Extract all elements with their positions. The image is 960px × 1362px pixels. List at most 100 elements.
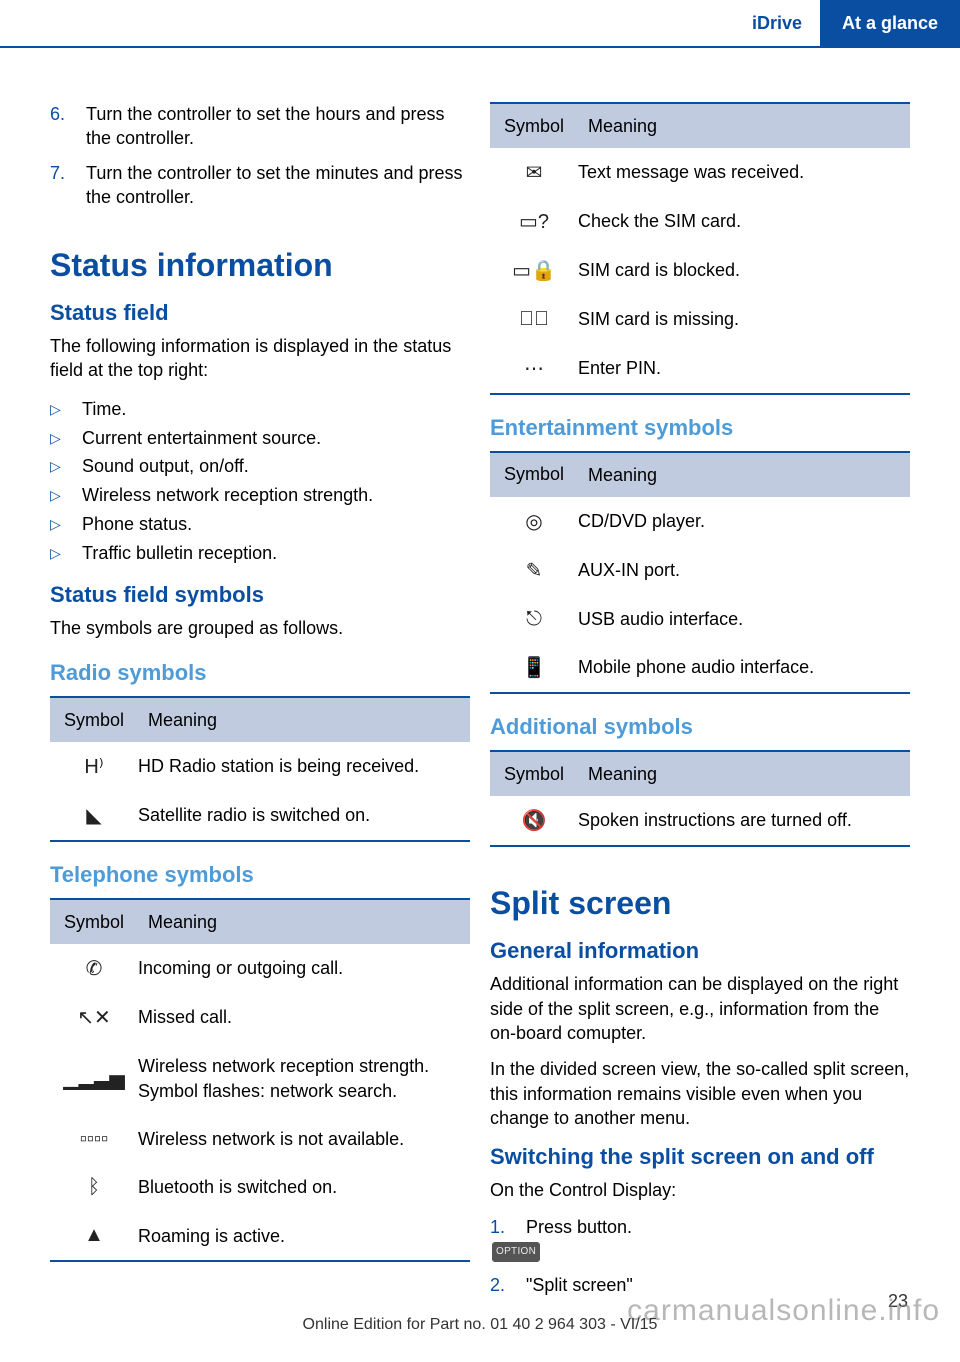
status-field-intro: The following information is displayed i… — [50, 334, 470, 383]
col-symbol: Symbol — [50, 698, 138, 742]
list-item: 1. OPTION Press button. — [490, 1215, 910, 1264]
bullet-marker-icon: ▷ — [50, 510, 82, 539]
table-row: ◣ Satellite radio is switched on. — [50, 791, 470, 840]
table-row: ▭⃠ SIM card is missing. — [490, 295, 910, 343]
bluetooth-icon: ᛒ — [50, 1163, 138, 1211]
meaning-text: Check the SIM card. — [578, 197, 910, 246]
radio-symbols-table: Symbol Meaning H⁾ HD Radio station is be… — [50, 696, 470, 842]
table-row: ✆ Incoming or outgoing call. — [50, 944, 470, 993]
list-text: Turn the controller to set the hours and… — [86, 102, 470, 151]
footer-text: Online Edition for Part no. 01 40 2 964 … — [0, 1316, 960, 1334]
meaning-text: CD/DVD player. — [578, 497, 910, 546]
heading-additional-symbols: Additional symbols — [490, 714, 910, 740]
bullet-item: ▷Current entertainment source. — [50, 424, 470, 453]
bullet-marker-icon: ▷ — [50, 424, 82, 453]
mute-icon: 🔇 — [490, 796, 578, 845]
list-number: 7. — [50, 161, 86, 210]
table-header: Symbol Meaning — [50, 900, 470, 944]
meaning-text: Enter PIN. — [578, 344, 910, 393]
symbols-intro: The symbols are grouped as follows. — [50, 616, 470, 640]
bullet-text: Current entertainment source. — [82, 424, 321, 453]
usb-icon: ⎋ — [490, 595, 578, 643]
header-idrive: iDrive — [734, 0, 820, 46]
bullet-text: Wireless network reception strength. — [82, 481, 373, 510]
meaning-text: SIM card is missing. — [578, 295, 910, 343]
meaning-text: Bluetooth is switched on. — [138, 1163, 470, 1211]
signal-icon: ▁▂▃▅ — [50, 1042, 138, 1115]
list-item: 6. Turn the controller to set the hours … — [50, 102, 470, 151]
missed-call-icon: ↖✕ — [50, 993, 138, 1042]
table-row: ✎ AUX-IN port. — [490, 546, 910, 595]
col-symbol: Symbol — [490, 104, 578, 148]
status-field-bullets: ▷Time. ▷Current entertainment source. ▷S… — [50, 395, 470, 568]
heading-split-screen: Split screen — [490, 885, 910, 922]
table-row: H⁾ HD Radio station is being received. — [50, 742, 470, 791]
check-sim-icon: ▭? — [490, 197, 578, 246]
heading-switching-split-screen: Switching the split screen on and off — [490, 1144, 910, 1170]
table-row: ◎ CD/DVD player. — [490, 497, 910, 546]
meaning-text: Spoken instructions are turned off. — [578, 796, 910, 845]
table-row: ▭? Check the SIM card. — [490, 197, 910, 246]
bullet-item: ▷Traffic bulletin reception. — [50, 539, 470, 568]
bullet-marker-icon: ▷ — [50, 452, 82, 481]
meaning-text: Roaming is active. — [138, 1212, 470, 1260]
col-meaning: Meaning — [578, 453, 910, 497]
heading-radio-symbols: Radio symbols — [50, 660, 470, 686]
col-meaning: Meaning — [578, 104, 910, 148]
additional-symbols-table: Symbol Meaning 🔇 Spoken instructions are… — [490, 750, 910, 847]
meaning-text: Text message was received. — [578, 148, 910, 197]
right-column: Symbol Meaning ✉ Text message was receiv… — [490, 88, 910, 1307]
meaning-text: Satellite radio is switched on. — [138, 791, 470, 840]
table-row: ▫▫▫▫ Wireless network is not available. — [50, 1115, 470, 1163]
roaming-icon: ▲ — [50, 1212, 138, 1260]
heading-general-information: General information — [490, 938, 910, 964]
call-icon: ✆ — [50, 944, 138, 993]
sim-missing-icon: ▭⃠ — [490, 295, 578, 343]
message-icon: ✉ — [490, 148, 578, 197]
enter-pin-icon: ⋯ — [490, 344, 578, 393]
list-text: Turn the controller to set the minutes a… — [86, 161, 470, 210]
heading-entertainment-symbols: Entertainment symbols — [490, 415, 910, 441]
list-item: 7. Turn the controller to set the minute… — [50, 161, 470, 210]
bullet-item: ▷Sound output, on/off. — [50, 452, 470, 481]
list-number: 1. OPTION — [490, 1215, 526, 1264]
table-row: 🔇 Spoken instructions are turned off. — [490, 796, 910, 845]
table-header: Symbol Meaning — [490, 453, 910, 497]
telephone-symbols-table-cont: Symbol Meaning ✉ Text message was receiv… — [490, 102, 910, 395]
sim-blocked-icon: ▭🔒 — [490, 246, 578, 295]
meaning-text: Missed call. — [138, 993, 470, 1042]
split-p1: Additional information can be displayed … — [490, 972, 910, 1045]
hd-radio-icon: H⁾ — [50, 742, 138, 791]
meaning-text: Wireless network is not available. — [138, 1115, 470, 1163]
page-header: iDrive At a glance — [0, 0, 960, 48]
table-row: ᛒ Bluetooth is switched on. — [50, 1163, 470, 1211]
meaning-text: Mobile phone audio interface. — [578, 643, 910, 692]
col-symbol: Symbol — [490, 453, 578, 497]
cd-dvd-icon: ◎ — [490, 497, 578, 546]
col-symbol: Symbol — [50, 900, 138, 944]
bullet-marker-icon: ▷ — [50, 539, 82, 568]
list-text: Press button. — [526, 1215, 910, 1264]
heading-telephone-symbols: Telephone symbols — [50, 862, 470, 888]
split-p3: On the Control Display: — [490, 1178, 910, 1202]
meaning-text: SIM card is blocked. — [578, 246, 910, 295]
table-header: Symbol Meaning — [50, 698, 470, 742]
table-row: ✉ Text message was received. — [490, 148, 910, 197]
table-header: Symbol Meaning — [490, 104, 910, 148]
bullet-text: Phone status. — [82, 510, 192, 539]
entertainment-symbols-table: Symbol Meaning ◎ CD/DVD player. ✎ AUX-IN… — [490, 451, 910, 695]
meaning-text: USB audio interface. — [578, 595, 910, 643]
meaning-text: Wireless network reception strength. Sym… — [138, 1042, 470, 1115]
bullet-item: ▷Phone status. — [50, 510, 470, 539]
bullet-item: ▷Time. — [50, 395, 470, 424]
table-row: ▁▂▃▅ Wireless network reception strength… — [50, 1042, 470, 1115]
table-row: ▲ Roaming is active. — [50, 1212, 470, 1260]
meaning-text: HD Radio station is being received. — [138, 742, 470, 791]
telephone-symbols-table: Symbol Meaning ✆ Incoming or outgoing ca… — [50, 898, 470, 1262]
heading-status-field-symbols: Status field symbols — [50, 582, 470, 608]
meaning-text: Incoming or outgoing call. — [138, 944, 470, 993]
col-meaning: Meaning — [138, 698, 470, 742]
list-number: 6. — [50, 102, 86, 151]
table-row: ⎋ USB audio interface. — [490, 595, 910, 643]
col-meaning: Meaning — [138, 900, 470, 944]
